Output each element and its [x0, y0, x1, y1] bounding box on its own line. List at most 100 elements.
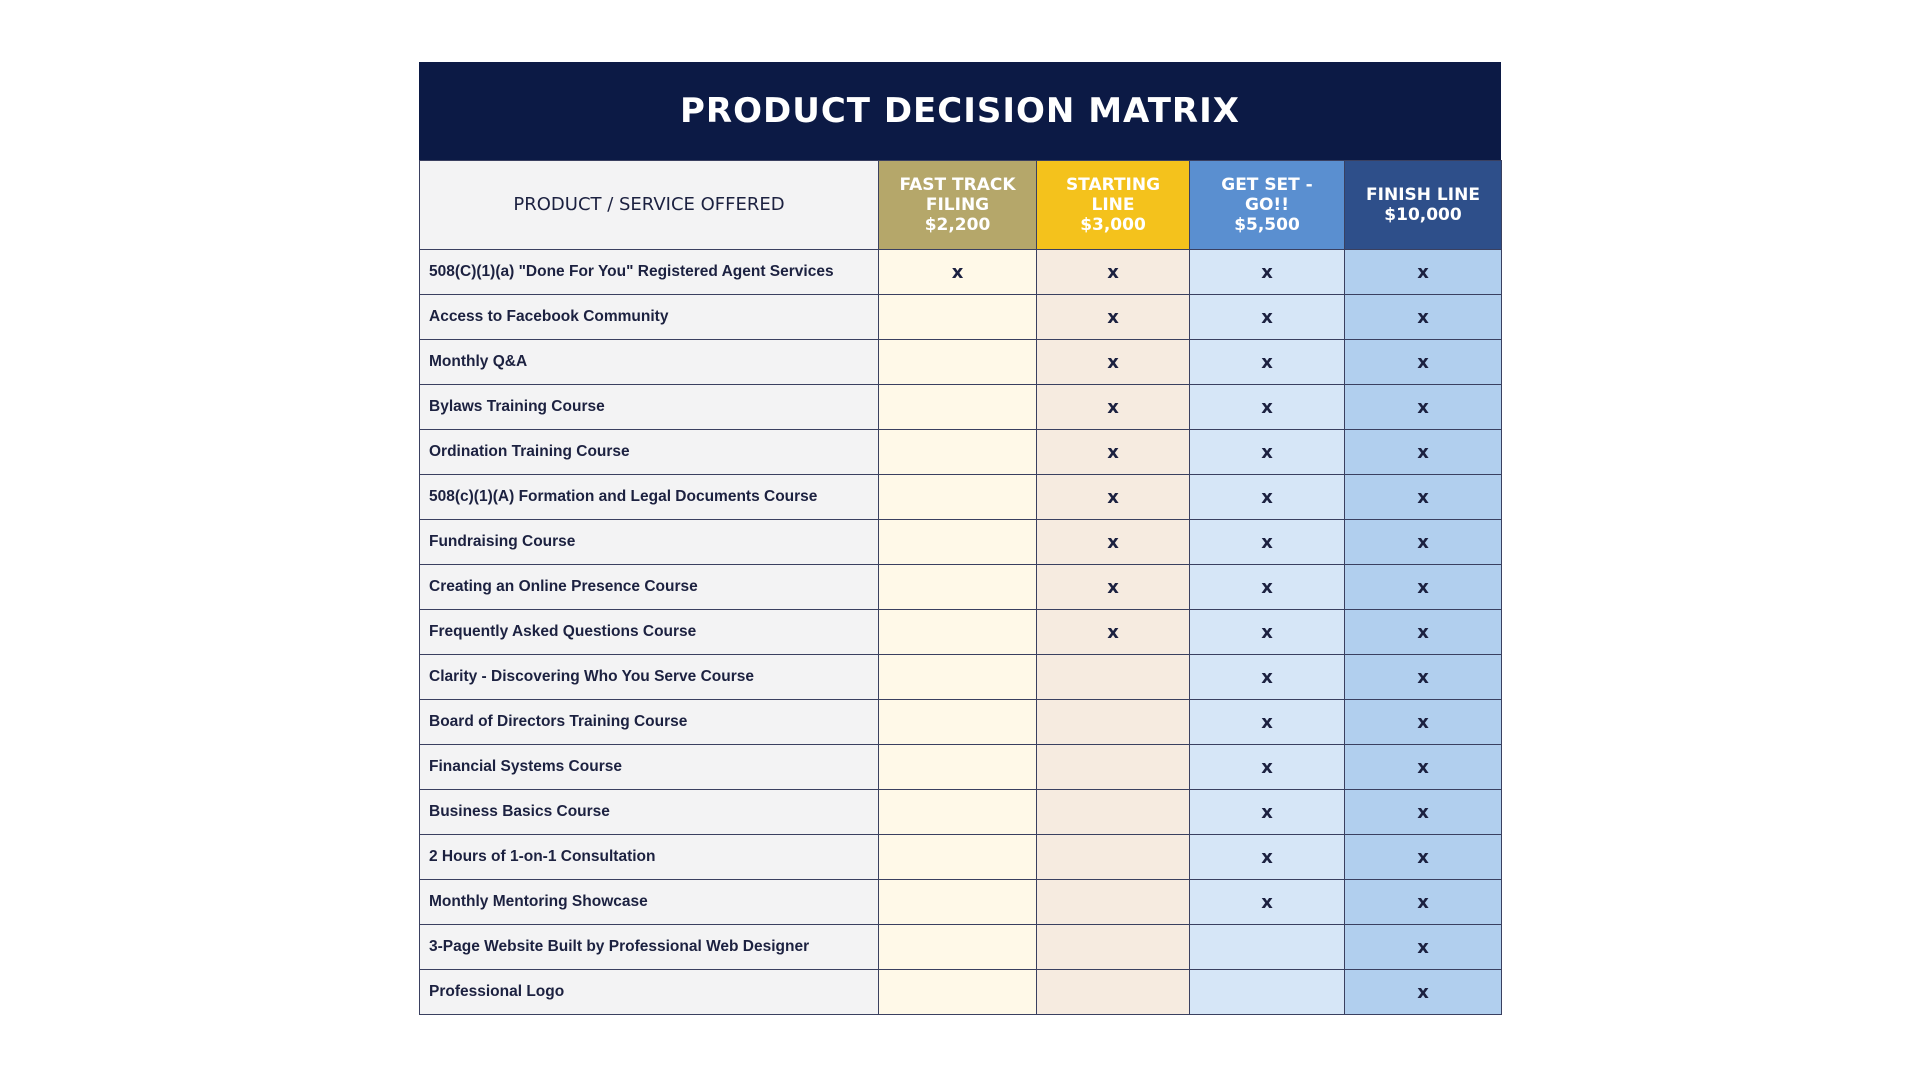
feature-row: Access to Facebook Community x x x	[419, 294, 1502, 340]
feature-label: Creating an Online Presence Course	[419, 564, 879, 610]
feature-cell: x	[1189, 474, 1345, 520]
matrix-table: PRODUCT / SERVICE OFFERED FAST TRACK FIL…	[419, 160, 1502, 1015]
feature-cell	[878, 924, 1037, 970]
feature-cell: x	[1036, 339, 1190, 385]
feature-row: Clarity - Discovering Who You Serve Cour…	[419, 654, 1502, 700]
feature-cell: x	[1344, 564, 1502, 610]
feature-cell: x	[1344, 384, 1502, 430]
feature-cell	[878, 339, 1037, 385]
feature-cell	[1189, 969, 1345, 1015]
feature-cell: x	[1344, 339, 1502, 385]
plan-price: $5,500	[1234, 215, 1300, 235]
feature-cell: x	[1189, 249, 1345, 295]
feature-cell: x	[1189, 654, 1345, 700]
feature-label: Board of Directors Training Course	[419, 699, 879, 745]
feature-cell: x	[1036, 294, 1190, 340]
feature-label: Monthly Q&A	[419, 339, 879, 385]
plan-name: FAST TRACK FILING	[899, 175, 1016, 215]
feature-row: Creating an Online Presence Course x x x	[419, 564, 1502, 610]
feature-row: Professional Logo x	[419, 969, 1502, 1015]
feature-cell: x	[1189, 834, 1345, 880]
feature-cell: x	[1189, 384, 1345, 430]
feature-cell: x	[1344, 744, 1502, 790]
feature-cell	[878, 429, 1037, 475]
feature-row: 508(C)(1)(a) "Done For You" Registered A…	[419, 249, 1502, 295]
feature-label: Bylaws Training Course	[419, 384, 879, 430]
column-header: PRODUCT / SERVICE OFFERED	[419, 160, 879, 250]
table-body: 508(C)(1)(a) "Done For You" Registered A…	[419, 249, 1502, 1015]
plan-name: STARTING LINE	[1065, 175, 1161, 215]
header-row: PRODUCT / SERVICE OFFERED FAST TRACK FIL…	[419, 160, 1502, 250]
feature-cell: x	[1344, 789, 1502, 835]
feature-label: Professional Logo	[419, 969, 879, 1015]
feature-cell: x	[1189, 789, 1345, 835]
feature-row: Monthly Q&A x x x	[419, 339, 1502, 385]
feature-cell: x	[1344, 654, 1502, 700]
feature-label: 508(C)(1)(a) "Done For You" Registered A…	[419, 249, 879, 295]
feature-cell: x	[1189, 429, 1345, 475]
feature-cell: x	[1036, 384, 1190, 430]
feature-cell: x	[1189, 564, 1345, 610]
feature-label: 2 Hours of 1-on-1 Consultation	[419, 834, 879, 880]
feature-row: Monthly Mentoring Showcase x x	[419, 879, 1502, 925]
feature-label: Monthly Mentoring Showcase	[419, 879, 879, 925]
feature-row: Bylaws Training Course x x x	[419, 384, 1502, 430]
feature-cell: x	[1189, 609, 1345, 655]
feature-label: Ordination Training Course	[419, 429, 879, 475]
feature-label: 508(c)(1)(A) Formation and Legal Documen…	[419, 474, 879, 520]
feature-cell: x	[878, 249, 1037, 295]
feature-label: Financial Systems Course	[419, 744, 879, 790]
feature-cell	[1036, 834, 1190, 880]
feature-cell	[1189, 924, 1345, 970]
feature-cell: x	[1036, 474, 1190, 520]
plan-price: $10,000	[1384, 205, 1462, 225]
plan-price: $2,200	[924, 215, 991, 235]
feature-cell	[1036, 699, 1190, 745]
feature-cell: x	[1344, 699, 1502, 745]
feature-cell	[878, 609, 1037, 655]
feature-cell	[1036, 879, 1190, 925]
plan-name: GET SET - GO!!	[1221, 175, 1313, 215]
feature-label: Fundraising Course	[419, 519, 879, 565]
feature-row: 2 Hours of 1-on-1 Consultation x x	[419, 834, 1502, 880]
plan-name: FINISH LINE	[1366, 185, 1480, 205]
feature-row: 3-Page Website Built by Professional Web…	[419, 924, 1502, 970]
feature-label: Access to Facebook Community	[419, 294, 879, 340]
feature-cell	[878, 969, 1037, 1015]
feature-cell	[878, 879, 1037, 925]
feature-cell	[878, 474, 1037, 520]
feature-cell: x	[1036, 429, 1190, 475]
feature-cell: x	[1344, 924, 1502, 970]
feature-cell	[1036, 744, 1190, 790]
feature-cell	[1036, 969, 1190, 1015]
plan-header: GET SET - GO!! $5,500	[1189, 160, 1345, 250]
feature-cell: x	[1189, 339, 1345, 385]
feature-cell	[878, 834, 1037, 880]
feature-cell: x	[1344, 429, 1502, 475]
feature-cell: x	[1036, 609, 1190, 655]
feature-row: Board of Directors Training Course x x	[419, 699, 1502, 745]
feature-cell: x	[1189, 879, 1345, 925]
feature-row: Fundraising Course x x x	[419, 519, 1502, 565]
feature-label: Clarity - Discovering Who You Serve Cour…	[419, 654, 879, 700]
feature-cell	[878, 564, 1037, 610]
feature-cell: x	[1344, 249, 1502, 295]
feature-cell: x	[1344, 834, 1502, 880]
feature-cell: x	[1189, 294, 1345, 340]
feature-cell: x	[1036, 249, 1190, 295]
feature-cell	[878, 744, 1037, 790]
feature-cell: x	[1036, 564, 1190, 610]
plan-header: FAST TRACK FILING $2,200	[878, 160, 1037, 250]
feature-row: Ordination Training Course x x x	[419, 429, 1502, 475]
plan-header: FINISH LINE $10,000	[1344, 160, 1502, 250]
feature-cell: x	[1344, 519, 1502, 565]
feature-label: Frequently Asked Questions Course	[419, 609, 879, 655]
feature-cell	[878, 519, 1037, 565]
feature-cell: x	[1189, 519, 1345, 565]
feature-label: 3-Page Website Built by Professional Web…	[419, 924, 879, 970]
plan-price: $3,000	[1080, 215, 1146, 235]
feature-cell: x	[1036, 519, 1190, 565]
feature-row: Business Basics Course x x	[419, 789, 1502, 835]
feature-cell	[878, 789, 1037, 835]
feature-cell	[1036, 924, 1190, 970]
